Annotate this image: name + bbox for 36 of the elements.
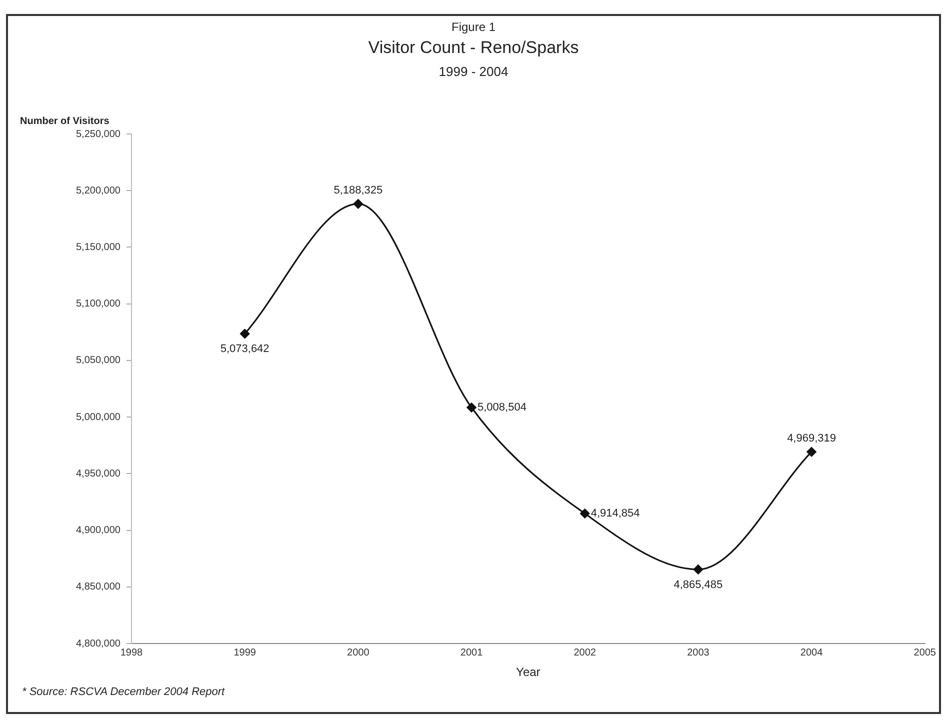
y-tick-label: 4,850,000 — [76, 582, 121, 593]
point — [580, 508, 590, 518]
point — [466, 402, 476, 412]
chart-title: Visitor Count - Reno/Sparks — [367, 38, 580, 58]
y-tick-label: 5,000,000 — [76, 412, 121, 423]
x-tick-label: 2004 — [800, 647, 824, 658]
data-label: 4,914,854 — [590, 508, 640, 520]
y-tick-label: 4,950,000 — [76, 468, 121, 480]
x-tick-label: 1999 — [234, 647, 256, 658]
x-tick-label: 1998 — [120, 647, 144, 658]
data-label: 5,188,325 — [334, 184, 383, 196]
y-tick-label: 5,050,000 — [76, 355, 121, 366]
data-label: 5,008,504 — [478, 402, 526, 414]
y-tick-label: 4,800,000 — [76, 638, 121, 650]
y-tick-label: 5,150,000 — [76, 242, 121, 253]
data-label: 4,969,319 — [787, 432, 836, 444]
x-axis-title: Year — [516, 665, 540, 680]
x-tick-label: 2001 — [460, 647, 484, 658]
y-tick-label: 5,250,000 — [76, 128, 121, 140]
point — [806, 447, 816, 457]
chart-subtitle: 1999 - 2004 — [438, 64, 510, 79]
y-axis-title: Number of Visitors — [20, 116, 110, 127]
text: * Source: RSCVA December 2004 Report — [22, 686, 225, 698]
y-tick-label: 4,900,000 — [76, 525, 121, 536]
point — [240, 328, 250, 339]
point — [693, 564, 703, 574]
x-tick-label: 2002 — [574, 647, 596, 658]
x-tick-label: 2005 — [914, 647, 936, 658]
data-label: 4,865,485 — [674, 578, 723, 591]
y-tick-label: 5,100,000 — [76, 298, 121, 310]
x-tick-label: 2000 — [347, 647, 370, 658]
data-label: 5,073,642 — [220, 343, 270, 356]
point — [353, 199, 363, 209]
x-tick-label: 2003 — [687, 647, 710, 658]
y-tick-label: 5,200,000 — [76, 185, 121, 196]
caption: Figure 1 — [450, 20, 497, 34]
